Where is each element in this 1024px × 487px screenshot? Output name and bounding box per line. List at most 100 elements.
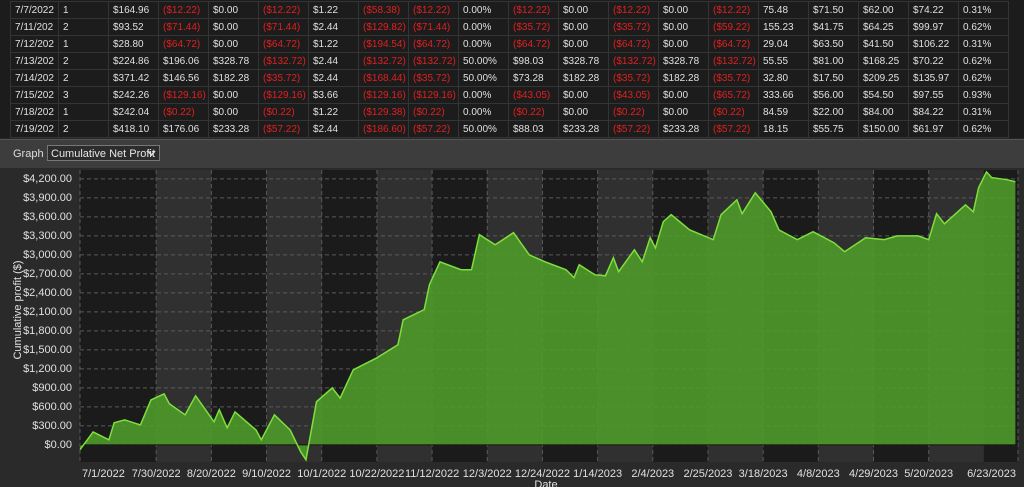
table-cell: $150.00 bbox=[858, 120, 909, 138]
table-cell: ($0.22) bbox=[708, 103, 759, 121]
table-cell: 0.31% bbox=[958, 103, 1009, 121]
table-cell: ($0.22) bbox=[408, 103, 459, 121]
graph-toolbar: Graph Cumulative Net Profit bbox=[0, 139, 1024, 169]
y-tick-label: $300.00 bbox=[32, 420, 72, 432]
table-cell: 2 bbox=[58, 52, 109, 70]
x-tick-label: 4/29/2023 bbox=[849, 468, 898, 480]
table-cell: 32.80 bbox=[758, 69, 809, 87]
table-cell: ($12.22) bbox=[408, 1, 459, 19]
table-cell: 7/11/202 bbox=[10, 18, 59, 36]
table-cell: ($132.72) bbox=[258, 52, 309, 70]
area-fill bbox=[80, 171, 1016, 460]
table-cell: $63.50 bbox=[808, 35, 859, 53]
table-cell: $73.28 bbox=[508, 69, 559, 87]
table-cell: 2 bbox=[58, 18, 109, 36]
x-tick-label: 2/25/2023 bbox=[683, 468, 732, 480]
table-cell: ($58.38) bbox=[358, 1, 409, 19]
table-cell: $0.00 bbox=[658, 1, 709, 19]
table-cell: $328.78 bbox=[208, 52, 259, 70]
table-cell: ($132.72) bbox=[358, 52, 409, 70]
x-tick-label: 4/8/2023 bbox=[797, 468, 840, 480]
table-cell: ($71.44) bbox=[158, 18, 209, 36]
table-row: 7/14/202 2 $371.42 $146.56 $182.28 ($35.72) $2… bbox=[10, 69, 1009, 87]
table-cell: ($65.72) bbox=[708, 86, 759, 104]
table-cell: $418.10 bbox=[108, 120, 159, 138]
chart: $0.00 $300.00 $600.00 $900.00 $1,200.00 $1,50… bbox=[0, 168, 1024, 487]
table-cell: $0.00 bbox=[208, 1, 259, 19]
table-row: 7/13/202 2 $224.86 $196.06 $328.78 ($132.72) $… bbox=[10, 52, 1009, 70]
table-cell: $233.28 bbox=[658, 120, 709, 138]
table-cell: $242.26 bbox=[108, 86, 159, 104]
table-cell: ($129.38) bbox=[358, 103, 409, 121]
table-cell: $1.22 bbox=[308, 35, 359, 53]
table-cell: ($132.72) bbox=[608, 52, 659, 70]
table-cell: ($168.44) bbox=[358, 69, 409, 87]
graph-label: Graph bbox=[13, 148, 44, 160]
y-tick-label: $3,900.00 bbox=[23, 192, 72, 204]
table-cell: ($64.72) bbox=[608, 35, 659, 53]
x-tick-label: 9/10/2022 bbox=[242, 468, 291, 480]
table-cell: $1.22 bbox=[308, 103, 359, 121]
dropdown-arrow bbox=[147, 150, 156, 157]
table-cell: ($129.16) bbox=[408, 86, 459, 104]
profit-line bbox=[79, 170, 1016, 462]
table-cell: 50.00% bbox=[458, 52, 509, 70]
table-cell: 0.31% bbox=[958, 1, 1009, 19]
table-cell: ($43.05) bbox=[608, 86, 659, 104]
table-cell: $146.56 bbox=[158, 69, 209, 87]
table-cell: ($0.22) bbox=[508, 103, 559, 121]
table-cell: ($43.05) bbox=[508, 86, 559, 104]
shade-band bbox=[266, 170, 322, 462]
table-cell: $0.00 bbox=[658, 18, 709, 36]
table-cell: $28.80 bbox=[108, 35, 159, 53]
table-cell: ($64.72) bbox=[258, 35, 309, 53]
x-tick-label: 6/23/2023 bbox=[967, 468, 1016, 480]
table-cell: $71.50 bbox=[808, 1, 859, 19]
table-cell: 0.00% bbox=[458, 18, 509, 36]
table-cell: ($129.82) bbox=[358, 18, 409, 36]
table-cell: $0.00 bbox=[658, 103, 709, 121]
y-tick-label: $1,500.00 bbox=[23, 344, 72, 356]
table-cell: $0.00 bbox=[208, 35, 259, 53]
table-row: 7/15/202 3 $242.26 ($129.16) $0.00 ($129.16) $… bbox=[10, 86, 1009, 104]
table-cell: $2.44 bbox=[308, 69, 359, 87]
table-cell: 155.23 bbox=[758, 18, 809, 36]
table-cell: $168.25 bbox=[858, 52, 909, 70]
table-cell: $328.78 bbox=[658, 52, 709, 70]
table-cell: $74.22 bbox=[908, 1, 959, 19]
table-cell: $233.28 bbox=[558, 120, 609, 138]
table-cell: $0.00 bbox=[558, 18, 609, 36]
table-row: 7/19/202 2 $418.10 $176.06 $233.28 ($57.22) $2… bbox=[10, 120, 1009, 138]
table-cell: 333.66 bbox=[758, 86, 809, 104]
table-cell: ($57.22) bbox=[608, 120, 659, 138]
data-table: 7/7/2022 1 $164.96 ($12.22) $0.00 ($12.22) $1.… bbox=[0, 0, 1024, 138]
table-cell: ($186.60) bbox=[358, 120, 409, 138]
table-cell: ($59.22) bbox=[708, 18, 759, 36]
table-cell: ($64.72) bbox=[408, 35, 459, 53]
table-cell: ($129.16) bbox=[358, 86, 409, 104]
table-cell: $17.50 bbox=[808, 69, 859, 87]
x-tick-label: 7/30/2022 bbox=[132, 468, 181, 480]
table-cell: 84.59 bbox=[758, 103, 809, 121]
y-tick-label: $4,200.00 bbox=[23, 173, 72, 185]
x-tick-label: 5/20/2023 bbox=[904, 468, 953, 480]
table-cell: ($0.22) bbox=[258, 103, 309, 121]
table-cell: $88.03 bbox=[508, 120, 559, 138]
table-cell: ($35.72) bbox=[708, 69, 759, 87]
table-cell: 3 bbox=[58, 86, 109, 104]
table-cell: ($57.22) bbox=[708, 120, 759, 138]
x-tick-label: 10/1/2022 bbox=[297, 468, 346, 480]
graph-select-value: Cumulative Net Profit bbox=[51, 148, 155, 160]
table-cell: $164.96 bbox=[108, 1, 159, 19]
table-cell: ($12.22) bbox=[258, 1, 309, 19]
table-cell: $55.75 bbox=[808, 120, 859, 138]
table-cell: 0.00% bbox=[458, 1, 509, 19]
table-cell: 7/14/202 bbox=[10, 69, 59, 87]
y-axis-label: Cumulative profit ($) bbox=[12, 260, 24, 359]
graph-select[interactable]: Cumulative Net Profit bbox=[47, 145, 160, 161]
table-cell: $106.22 bbox=[908, 35, 959, 53]
table-cell: $224.86 bbox=[108, 52, 159, 70]
table-cell: $0.00 bbox=[558, 1, 609, 19]
table-cell: 29.04 bbox=[758, 35, 809, 53]
x-tick-label: 3/18/2023 bbox=[739, 468, 788, 480]
